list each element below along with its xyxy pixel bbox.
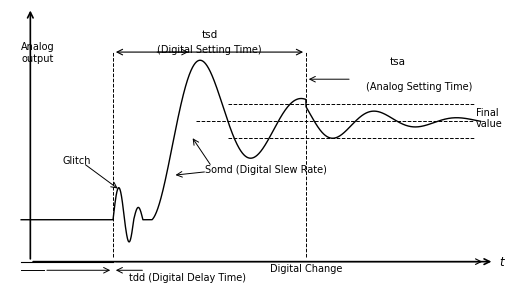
Text: t: t [499,256,503,269]
Text: (Analog Setting Time): (Analog Setting Time) [366,82,472,92]
Text: Somd (Digital Slew Rate): Somd (Digital Slew Rate) [205,166,327,176]
Text: Analog
output: Analog output [21,42,55,64]
Text: tdd (Digital Delay Time): tdd (Digital Delay Time) [129,273,246,283]
Text: Glitch: Glitch [62,156,91,166]
Text: Digital Change: Digital Change [270,264,342,274]
Text: tsd: tsd [201,30,217,40]
Text: (Digital Setting Time): (Digital Setting Time) [157,45,262,55]
Text: Final
value: Final value [476,108,503,129]
Text: tsa: tsa [390,57,406,67]
